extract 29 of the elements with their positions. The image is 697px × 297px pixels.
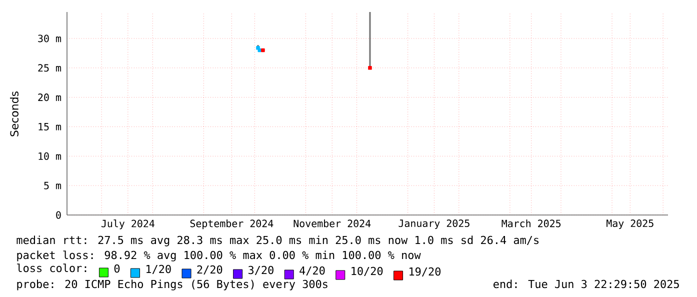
point [368,66,372,70]
y-tick-label: 10 m [38,152,62,160]
text: packet loss: 98.92 % avg 100.00 % max 0.00 % min 100.00 % now [17,250,421,262]
x-tick-label: May 2025 [606,220,654,229]
text: end: Tue Jun 3 22:29:50 2025 [494,280,679,288]
y-tick-label: 30 m [38,34,62,42]
legend-label: 4/20 [300,266,325,276]
legend-title: loss color: [17,264,86,272]
y-axis-title: Seconds [10,92,18,136]
y-tick-label: 25 m [38,64,62,72]
legend-label: 19/20 [410,267,440,277]
x-tick-label: July 2024 [101,220,154,230]
x-tick-label: September 2024 [190,220,274,230]
y-tick-label: 0 [56,211,61,219]
text: probe: 20 ICMP Echo Pings (56 Bytes) every 300s [17,280,328,290]
legend-label: 0 [114,264,120,273]
point [261,48,265,52]
x-tick-label: January 2025 [398,220,470,229]
y-tick-label: 5 m [44,182,62,190]
y-tick-label: 20 m [38,94,62,102]
text: median rtt: 27.5 ms avg 28.3 ms max 25.0 ms min 25.0 ms now 1.0 ms sd 26.4 am/s [16,236,539,246]
legend-label: 2/20 [197,265,222,275]
point [256,46,260,50]
legend-label: 3/20 [248,266,274,276]
legend-label: 10/20 [352,266,383,276]
legend-label: 1/20 [146,264,171,274]
x-tick-label: November 2024 [294,220,371,228]
y-tick-label: 15 m [38,123,62,130]
x-tick-label: March 2025 [502,220,561,228]
